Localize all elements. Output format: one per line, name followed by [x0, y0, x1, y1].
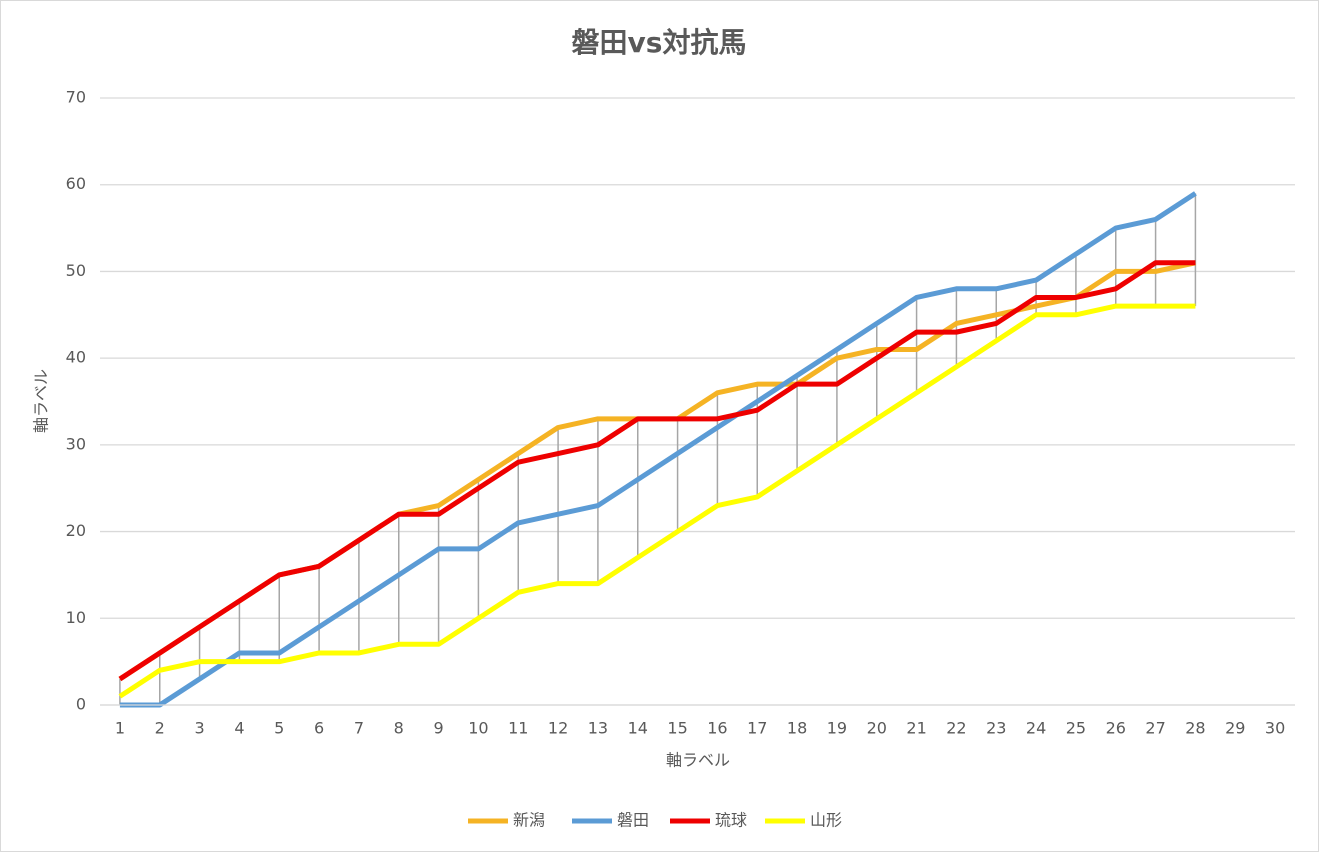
- x-axis-label: 軸ラベル: [666, 751, 730, 770]
- x-tick-label: 29: [1225, 719, 1245, 738]
- series-line: [119, 191, 1197, 708]
- x-tick-label: 27: [1145, 719, 1165, 738]
- x-tick-label: 8: [394, 719, 404, 738]
- x-tick-label: 6: [314, 719, 324, 738]
- legend-label: 琉球: [715, 811, 747, 830]
- x-tick-label: 3: [194, 719, 204, 738]
- series-line: [118, 303, 1196, 699]
- x-tick-label: 12: [548, 719, 568, 738]
- x-tick-label: 15: [667, 719, 687, 738]
- y-tick-label: 50: [66, 261, 86, 280]
- x-tick-label: 16: [707, 719, 727, 738]
- y-tick-label: 10: [66, 608, 86, 627]
- x-tick-label: 9: [433, 719, 443, 738]
- y-tick-label: 20: [66, 521, 86, 540]
- x-tick-label: 25: [1066, 719, 1086, 738]
- legend-label: 山形: [810, 811, 842, 830]
- legend-label: 磐田: [617, 811, 649, 830]
- x-tick-label: 13: [588, 719, 608, 738]
- x-tick-label: 30: [1265, 719, 1285, 738]
- x-tick-label: 5: [274, 719, 284, 738]
- series-line: [118, 260, 1196, 682]
- x-tick-label: 28: [1185, 719, 1205, 738]
- y-tick-label: 40: [66, 348, 86, 367]
- legend-label: 新潟: [513, 811, 545, 830]
- x-tick-label: 21: [906, 719, 926, 738]
- y-tick-label: 0: [76, 695, 86, 714]
- x-tick-label: 20: [867, 719, 887, 738]
- x-tick-label: 19: [827, 719, 847, 738]
- y-tick-label: 30: [66, 434, 86, 453]
- y-tick-label: 60: [66, 174, 86, 193]
- x-tick-label: 14: [628, 719, 648, 738]
- x-tick-label: 24: [1026, 719, 1046, 738]
- x-tick-label: 10: [468, 719, 488, 738]
- y-axis-label: 軸ラベル: [32, 369, 51, 433]
- x-tick-label: 7: [354, 719, 364, 738]
- x-tick-label: 2: [155, 719, 165, 738]
- x-tick-label: 4: [234, 719, 244, 738]
- x-tick-label: 17: [747, 719, 767, 738]
- chart-title: 磐田vs対抗馬: [572, 26, 747, 59]
- x-tick-label: 1: [115, 719, 125, 738]
- x-tick-label: 26: [1106, 719, 1126, 738]
- x-tick-label: 23: [986, 719, 1006, 738]
- x-tick-label: 18: [787, 719, 807, 738]
- x-tick-label: 22: [946, 719, 966, 738]
- y-tick-label: 70: [66, 88, 86, 107]
- x-tick-label: 11: [508, 719, 528, 738]
